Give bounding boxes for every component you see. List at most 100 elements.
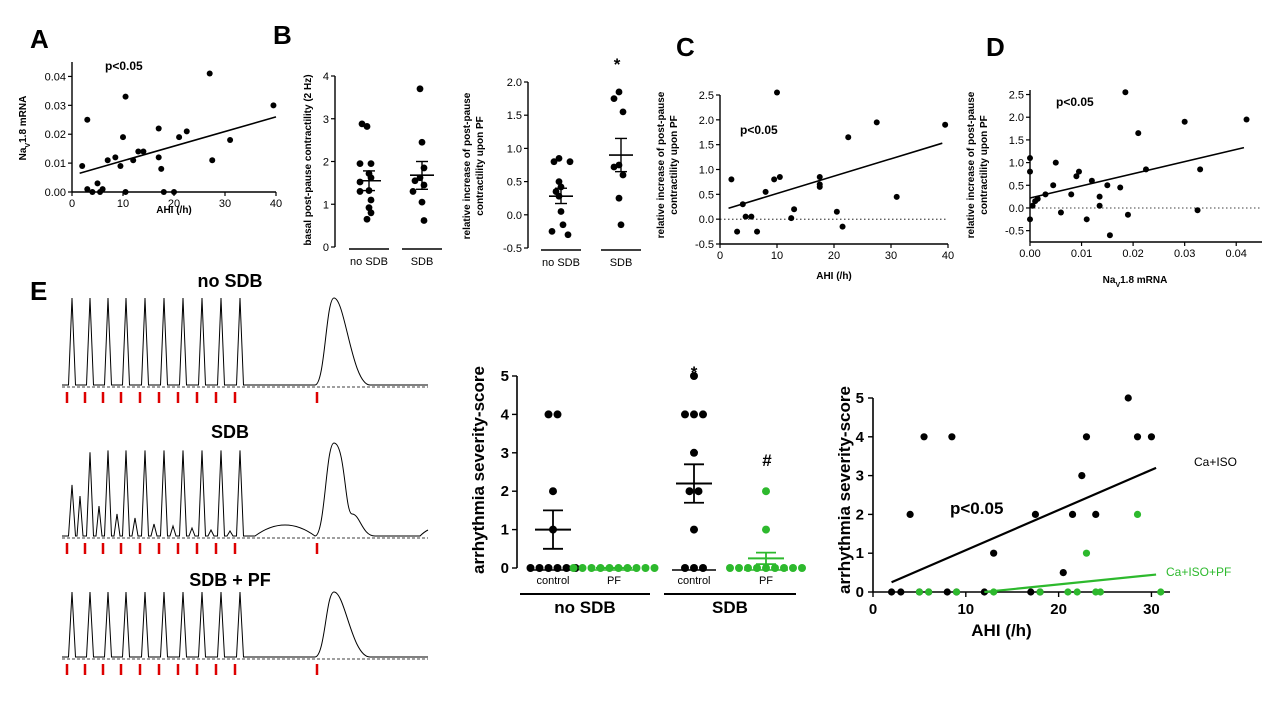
data-point [845, 134, 852, 141]
data-point [117, 163, 124, 169]
x-tick-label: 10 [771, 250, 783, 262]
group-label: SDB [610, 257, 633, 269]
data-point [356, 160, 364, 168]
data-point [555, 178, 563, 186]
x-axis-label: AHI (/h) [971, 621, 1031, 640]
x-tick-label: 10 [957, 601, 974, 618]
x-tick-label: 0 [69, 198, 75, 210]
y-axis-label: basal post-pause contractility (2 Hz) [303, 74, 314, 245]
x-tick-label: 40 [270, 198, 282, 210]
y-tick-label: 2.0 [699, 115, 714, 127]
data-point [780, 564, 788, 572]
data-point [610, 163, 618, 171]
data-point-ca-iso [1078, 472, 1086, 480]
data-point [363, 215, 371, 223]
panel-letter-b: B [273, 20, 292, 50]
data-point [183, 128, 190, 135]
contraction-trace [62, 591, 428, 658]
data-point-ca-iso-pf [1036, 588, 1044, 596]
data-point-ca-iso [948, 433, 956, 441]
contraction-trace [62, 442, 429, 537]
trace-title-sdb-pf: SDB + PF [189, 570, 271, 590]
data-point-ca-iso-pf [1073, 588, 1081, 596]
data-point [548, 228, 556, 235]
data-point [1197, 166, 1204, 173]
y-axis-label-line2: contractility upon PF [669, 115, 680, 214]
y-tick-label: 1 [501, 522, 509, 539]
data-point [367, 160, 375, 168]
y-tick-label: 0 [856, 584, 864, 601]
regression-line [728, 142, 943, 210]
y-tick-label: 5 [856, 390, 864, 407]
data-point-ca-iso [1133, 433, 1142, 441]
data-point [771, 176, 778, 183]
data-point [744, 564, 752, 572]
data-point [791, 206, 798, 213]
data-point [535, 564, 544, 572]
data-point [798, 564, 806, 572]
data-point-ca-iso-pf [1133, 510, 1142, 518]
data-point [171, 189, 177, 195]
y-tick-label: 2.5 [1009, 90, 1024, 102]
data-point [776, 173, 783, 180]
data-point [418, 138, 426, 146]
panel-letter-a: A [30, 24, 49, 54]
data-point [610, 95, 618, 102]
regression-line [1029, 146, 1245, 199]
data-point [544, 410, 553, 419]
y-tick-label: 0.00 [45, 187, 66, 199]
data-point [367, 209, 375, 217]
data-point [1104, 182, 1111, 189]
data-point [1057, 209, 1064, 216]
data-point [617, 221, 625, 229]
data-point-ca-iso-pf [925, 588, 933, 596]
data-point [1124, 211, 1131, 218]
contraction-trace [62, 297, 428, 386]
y-tick-label: -0.5 [1005, 226, 1024, 238]
x-tick-label: 20 [1050, 601, 1067, 618]
p-value-annotation: p<0.05 [950, 499, 1003, 518]
data-point [544, 564, 553, 572]
data-point [553, 564, 562, 572]
y-axis-label-line2: contractility upon PF [979, 115, 990, 214]
data-point [1034, 195, 1041, 202]
panel-letter-c: C [676, 32, 695, 62]
x-tick-label: 0.01 [1071, 248, 1092, 260]
x-axis-label: AHI (/h) [156, 205, 192, 216]
data-point [1027, 168, 1033, 175]
data-point [873, 119, 880, 126]
data-point [1027, 155, 1033, 162]
data-point [762, 564, 770, 572]
data-point-ca-iso-pf [1082, 549, 1091, 557]
x-tick-label: 0.03 [1174, 248, 1195, 260]
data-point [1050, 182, 1057, 189]
data-point [699, 410, 707, 419]
y-tick-label: 3 [501, 445, 509, 462]
data-point [1083, 216, 1090, 223]
x-tick-label: 0.04 [1226, 248, 1247, 260]
data-point [685, 487, 694, 496]
x-tick-label: 10 [117, 198, 129, 210]
data-point [816, 173, 823, 180]
x-tick-label: 0 [717, 250, 723, 262]
data-point-ca-iso [1092, 510, 1100, 518]
data-point [411, 177, 419, 185]
data-point [367, 196, 375, 204]
data-point [155, 125, 162, 132]
x-tick-label: 0.00 [1019, 248, 1040, 260]
parent-group-label-sdb: SDB [712, 598, 748, 617]
x-tick-label: 30 [219, 198, 231, 210]
data-point [681, 410, 689, 419]
data-point [550, 158, 558, 166]
data-point [99, 186, 106, 193]
data-point [227, 137, 234, 143]
data-point-ca-iso-pf [1064, 588, 1072, 596]
data-point-ca-iso [1059, 569, 1067, 577]
y-axis-label-line1: relative increase of post-pause [656, 91, 667, 238]
y-tick-label: 4 [323, 71, 329, 83]
y-tick-label: 0.5 [507, 177, 522, 189]
x-tick-label: 0.02 [1122, 248, 1143, 260]
data-point [1073, 173, 1080, 180]
data-point [771, 564, 779, 572]
